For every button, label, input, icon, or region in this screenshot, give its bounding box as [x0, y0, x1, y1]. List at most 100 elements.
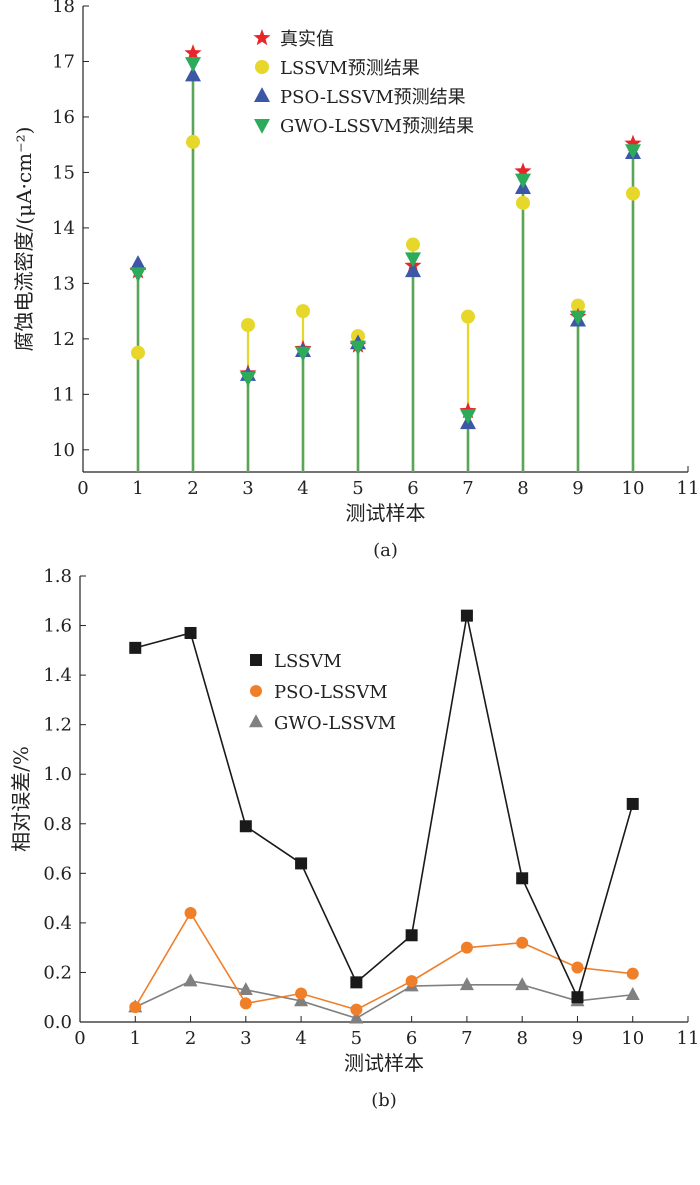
- data-point: [405, 252, 421, 268]
- data-point: [241, 317, 255, 332]
- x-tick-label: 4: [295, 1028, 306, 1049]
- x-tick-label: 2: [187, 478, 198, 499]
- data-point: [238, 982, 253, 996]
- data-point: [571, 298, 585, 313]
- y-tick-label: 16: [52, 107, 75, 128]
- data-point: [294, 993, 309, 1007]
- x-tick-label: 5: [351, 1028, 362, 1049]
- x-tick-label: 0: [77, 478, 88, 499]
- series-lssvm: [131, 134, 640, 360]
- data-point: [295, 987, 308, 1000]
- data-point: [186, 134, 200, 149]
- legend-label: GWO-LSSVM预测结果: [280, 116, 474, 137]
- legend-label: PSO-LSSVM预测结果: [280, 87, 466, 108]
- data-point: [461, 309, 475, 324]
- x-tick-label: 6: [406, 1028, 417, 1049]
- series-line: [135, 615, 634, 1000]
- data-point: [626, 967, 639, 980]
- x-tick-label: 9: [572, 1028, 583, 1049]
- x-axis-title: 测试样本: [344, 1051, 424, 1075]
- x-tick-label: 1: [132, 478, 143, 499]
- legend-marker: [254, 87, 270, 102]
- data-point: [130, 267, 146, 283]
- chart-caption: (b): [371, 1090, 397, 1111]
- data-point: [184, 626, 197, 639]
- chart-caption: (a): [373, 540, 398, 561]
- legend-marker: [254, 119, 270, 134]
- x-tick-label: 5: [352, 478, 363, 499]
- data-point: [515, 173, 531, 189]
- data-point: [406, 237, 420, 252]
- x-tick-label: 8: [517, 478, 528, 499]
- y-axis-title: 腐蚀电流密度/(μA·cm⁻²): [12, 127, 36, 352]
- data-point: [295, 346, 311, 362]
- x-tick-label: 11: [677, 1028, 700, 1049]
- legend-marker: [255, 60, 269, 74]
- x-tick-label: 1: [130, 1028, 141, 1049]
- data-point: [240, 371, 256, 387]
- legend-marker: [250, 654, 262, 666]
- data-point: [515, 977, 530, 991]
- stem-group: [136, 63, 635, 472]
- data-point: [405, 262, 421, 278]
- y-tick-label: 11: [52, 384, 75, 405]
- series-lssvm: [129, 609, 639, 1004]
- data-point: [625, 144, 641, 160]
- series-line: [134, 911, 633, 1011]
- data-point: [350, 340, 366, 356]
- data-point: [570, 310, 586, 326]
- data-point: [405, 975, 418, 988]
- data-point: [129, 641, 142, 654]
- y-tick-label: 10: [52, 440, 75, 461]
- x-axis-title: 测试样本: [346, 501, 426, 525]
- legend-label: LSSVM预测结果: [280, 58, 420, 79]
- data-point: [626, 797, 639, 810]
- y-tick-label: 12: [52, 329, 75, 350]
- series-pso: [129, 906, 639, 1016]
- data-point: [184, 906, 197, 919]
- data-point: [239, 997, 252, 1010]
- data-point: [460, 941, 473, 954]
- data-point: [184, 44, 202, 61]
- data-point: [349, 1010, 364, 1024]
- data-point: [516, 195, 530, 210]
- x-tick-label: 7: [462, 478, 473, 499]
- data-point: [460, 409, 476, 425]
- x-tick-label: 10: [621, 1028, 644, 1049]
- x-tick-label: 9: [572, 478, 583, 499]
- legend-marker: [250, 685, 262, 697]
- y-tick-label: 1.2: [43, 715, 72, 736]
- x-tick-label: 6: [407, 478, 418, 499]
- legend: 真实值 LSSVM预测结果 PSO-LSSVM预测结果 GWO-LSSVM预测结果: [253, 29, 474, 137]
- x-tick-label: 4: [297, 478, 308, 499]
- series-gwo: [128, 973, 640, 1024]
- y-tick-label: 1.4: [43, 665, 72, 686]
- data-point: [571, 991, 584, 1004]
- data-point: [295, 857, 308, 870]
- legend-label: LSSVM: [274, 651, 342, 672]
- data-point: [129, 1001, 142, 1014]
- legend-marker: [253, 29, 271, 46]
- x-tick-label: 0: [74, 1028, 85, 1049]
- data-point: [624, 134, 642, 151]
- x-tick-label: 3: [240, 1028, 251, 1049]
- data-point: [350, 976, 363, 989]
- chart-b: 0 1 2 3 4 5 6 7 8 9 10 11 0.0 0.2 0.4 0.6 0.8 1.0 1.2 1.4 1.…: [9, 566, 699, 1111]
- y-tick-label: 18: [52, 0, 75, 17]
- legend-marker: [249, 714, 263, 728]
- series-line: [134, 980, 633, 1020]
- x-tick-label: 2: [185, 1028, 196, 1049]
- data-point: [183, 973, 198, 987]
- y-tick-label: 15: [52, 162, 75, 183]
- data-point: [516, 872, 529, 885]
- y-tick-label: 13: [52, 273, 75, 294]
- y-tick-label: 14: [52, 218, 75, 239]
- data-point: [460, 609, 473, 622]
- y-tick-label: 0.6: [43, 863, 72, 884]
- x-tick-label: 8: [516, 1028, 527, 1049]
- series-gwo: [130, 57, 641, 425]
- y-tick-label: 17: [52, 51, 75, 72]
- data-point: [516, 936, 529, 949]
- legend: LSSVM PSO-LSSVM GWO-LSSVM: [249, 651, 396, 734]
- data-point: [405, 929, 418, 942]
